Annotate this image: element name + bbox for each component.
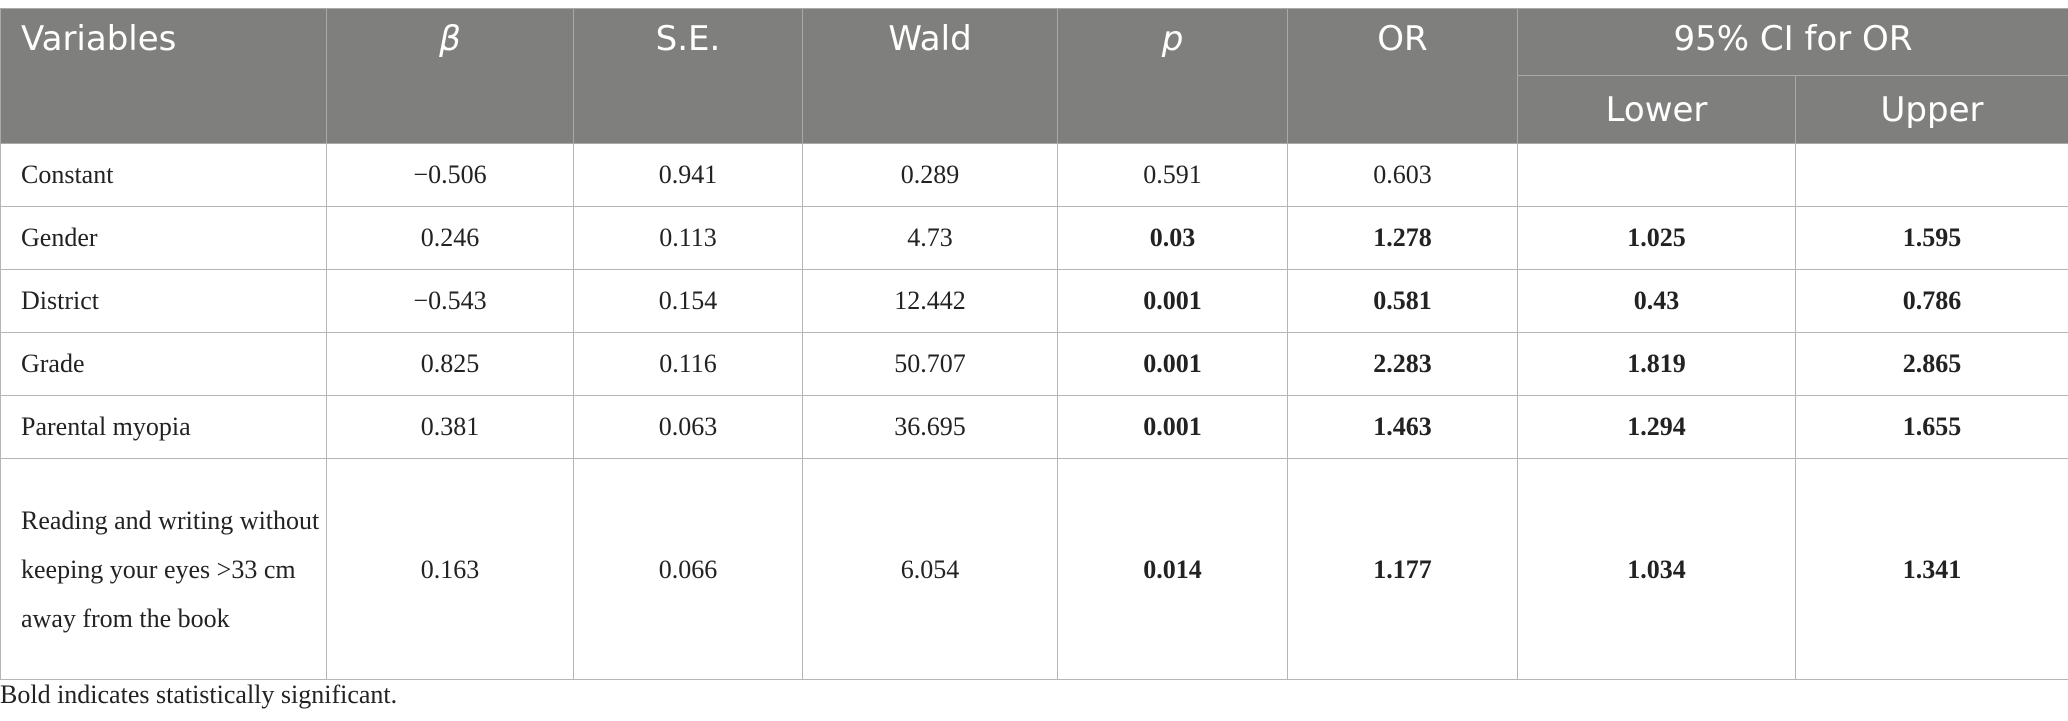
cell-or: 1.463 [1287, 395, 1518, 459]
regression-table: Variables β S.E. Wald p OR 95% CI for OR… [0, 8, 2068, 680]
cell-lower: 1.294 [1517, 395, 1796, 459]
cell-p: 0.03 [1057, 206, 1288, 270]
cell-variable: Parental myopia [0, 395, 327, 459]
cell-lower: 1.034 [1517, 458, 1796, 680]
cell-lower: 0.43 [1517, 269, 1796, 333]
header-p: p [1057, 8, 1288, 144]
cell-upper [1795, 143, 2068, 207]
table-row: Parental myopia 0.381 0.063 36.695 0.001… [0, 395, 2068, 459]
cell-wald: 4.73 [802, 206, 1058, 270]
table-header: Variables β S.E. Wald p OR 95% CI for OR… [0, 8, 2068, 144]
table-body: Constant −0.506 0.941 0.289 0.591 0.603 … [0, 143, 2068, 680]
cell-or: 1.177 [1287, 458, 1518, 680]
regression-table-container: Variables β S.E. Wald p OR 95% CI for OR… [0, 8, 2068, 680]
header-or: OR [1287, 8, 1518, 144]
cell-or: 1.278 [1287, 206, 1518, 270]
cell-beta: −0.506 [326, 143, 574, 207]
cell-variable: District [0, 269, 327, 333]
cell-upper: 0.786 [1795, 269, 2068, 333]
table-row: District −0.543 0.154 12.442 0.001 0.581… [0, 269, 2068, 333]
header-beta: β [326, 8, 574, 144]
header-wald: Wald [802, 8, 1058, 144]
header-variables: Variables [0, 8, 327, 144]
cell-lower [1517, 143, 1796, 207]
cell-se: 0.941 [573, 143, 803, 207]
cell-beta: 0.825 [326, 332, 574, 396]
cell-upper: 1.341 [1795, 458, 2068, 680]
cell-upper: 2.865 [1795, 332, 2068, 396]
cell-wald: 6.054 [802, 458, 1058, 680]
cell-beta: 0.246 [326, 206, 574, 270]
cell-p: 0.014 [1057, 458, 1288, 680]
cell-wald: 36.695 [802, 395, 1058, 459]
cell-se: 0.116 [573, 332, 803, 396]
cell-p: 0.001 [1057, 395, 1288, 459]
cell-beta: 0.163 [326, 458, 574, 680]
table-row: Reading and writing without keeping your… [0, 458, 2068, 680]
header-ci: 95% CI for OR [1517, 8, 2068, 76]
cell-se: 0.113 [573, 206, 803, 270]
cell-variable: Gender [0, 206, 327, 270]
cell-p: 0.001 [1057, 332, 1288, 396]
table-row: Grade 0.825 0.116 50.707 0.001 2.283 1.8… [0, 332, 2068, 396]
cell-beta: −0.543 [326, 269, 574, 333]
cell-wald: 12.442 [802, 269, 1058, 333]
cell-p: 0.591 [1057, 143, 1288, 207]
cell-lower: 1.025 [1517, 206, 1796, 270]
cell-wald: 0.289 [802, 143, 1058, 207]
cell-variable: Grade [0, 332, 327, 396]
header-se: S.E. [573, 8, 803, 144]
cell-upper: 1.595 [1795, 206, 2068, 270]
cell-upper: 1.655 [1795, 395, 2068, 459]
cell-or: 0.603 [1287, 143, 1518, 207]
table-row: Gender 0.246 0.113 4.73 0.03 1.278 1.025… [0, 206, 2068, 270]
cell-wald: 50.707 [802, 332, 1058, 396]
header-lower: Lower [1517, 75, 1796, 144]
header-upper: Upper [1795, 75, 2068, 144]
cell-se: 0.154 [573, 269, 803, 333]
cell-beta: 0.381 [326, 395, 574, 459]
cell-se: 0.066 [573, 458, 803, 680]
cell-variable: Reading and writing without keeping your… [0, 458, 327, 680]
cell-or: 0.581 [1287, 269, 1518, 333]
cell-lower: 1.819 [1517, 332, 1796, 396]
cell-p: 0.001 [1057, 269, 1288, 333]
table-row: Constant −0.506 0.941 0.289 0.591 0.603 [0, 143, 2068, 207]
cell-variable: Constant [0, 143, 327, 207]
cell-or: 2.283 [1287, 332, 1518, 396]
cell-se: 0.063 [573, 395, 803, 459]
table-footnote: Bold indicates statistically significant… [0, 680, 398, 709]
